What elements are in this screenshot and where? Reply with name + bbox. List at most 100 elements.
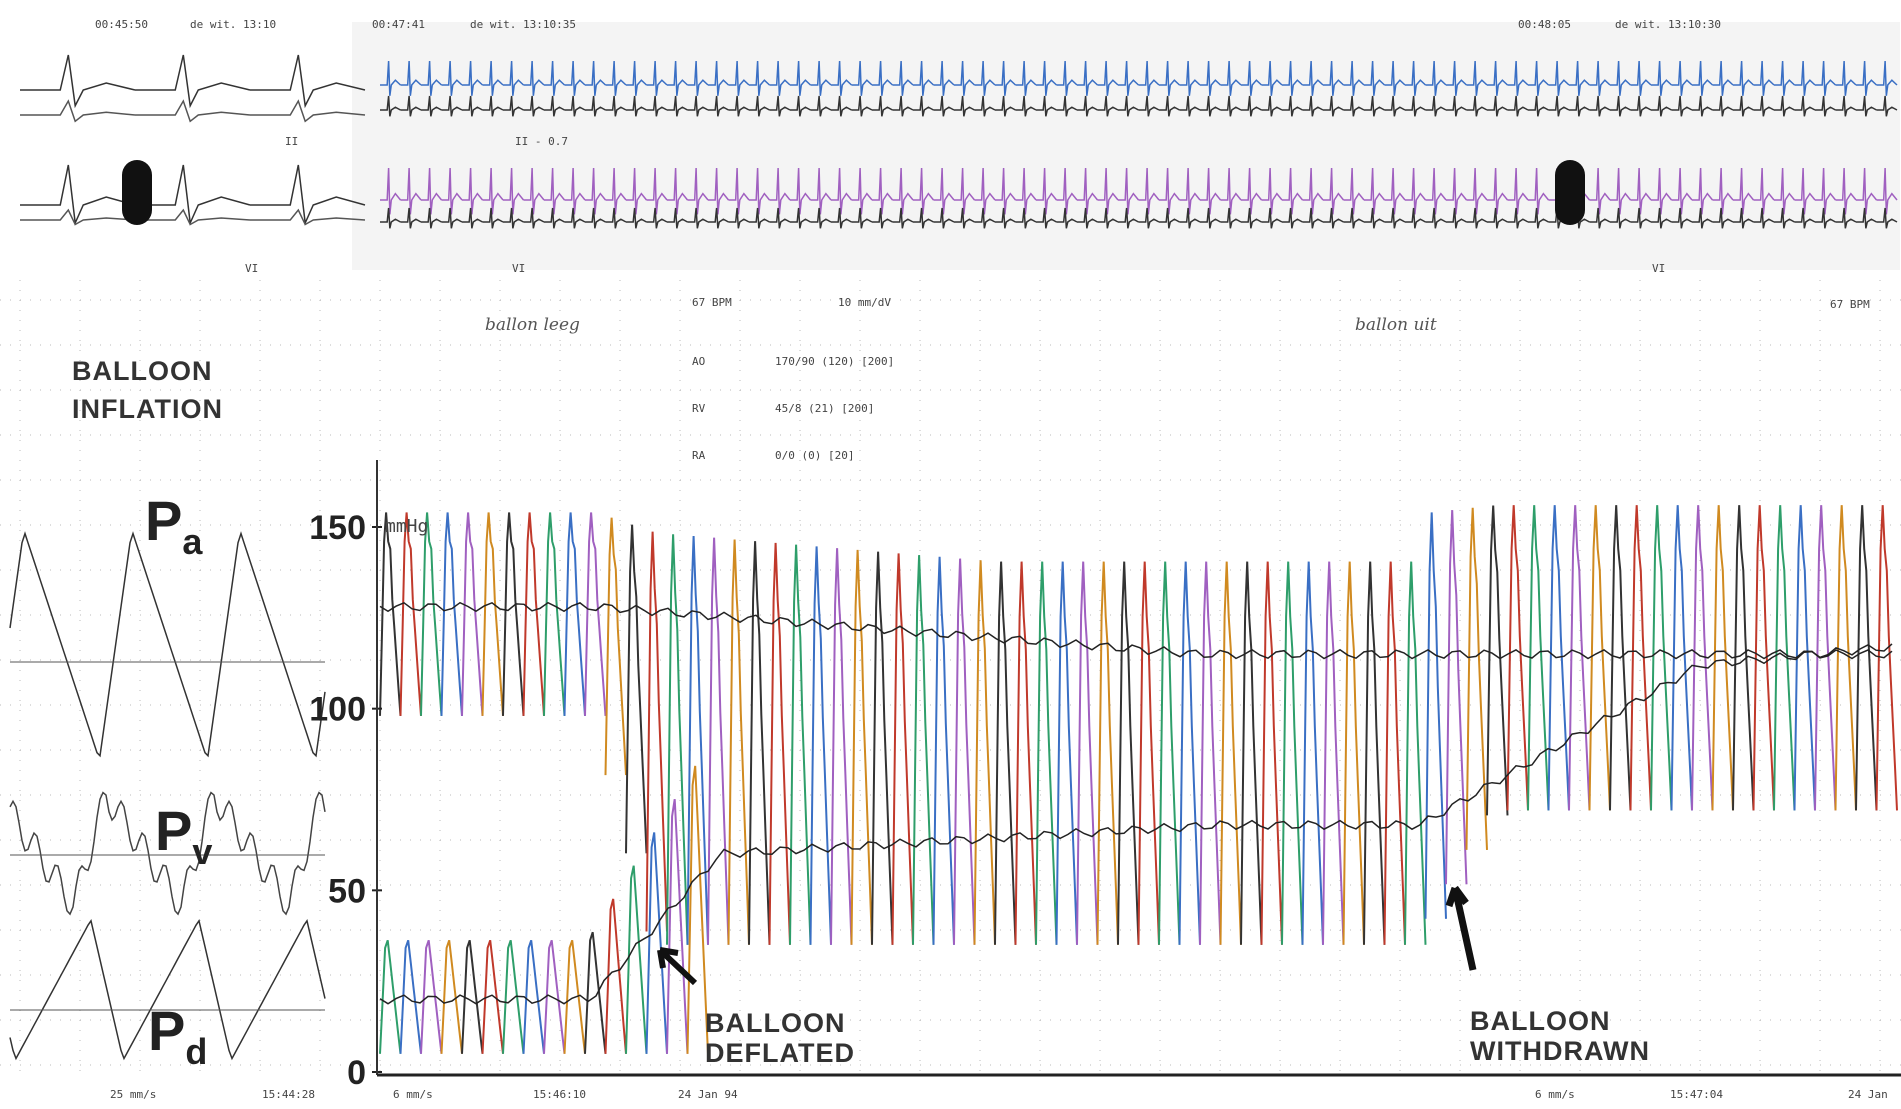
annotation: BALLOON (1470, 1006, 1610, 1036)
header-time: 00:45:50 (95, 18, 148, 31)
pressure-wave (893, 553, 914, 944)
pressure-wave (380, 513, 401, 716)
channel: AO (692, 355, 705, 368)
lead-label: II - 0.7 (515, 135, 568, 148)
pressure-wave (1098, 562, 1119, 945)
reading: 170/90 (120) [200] (775, 355, 894, 368)
pressure-wave (1774, 505, 1795, 810)
pressure-wave (1344, 562, 1365, 945)
pressure-wave (1057, 562, 1078, 945)
pressure-wave (831, 548, 852, 945)
tracing: 00:45:50 de wit. 13:10 00:47:41 de wit. … (0, 0, 1901, 1109)
lead-label: II (285, 135, 298, 148)
pressure-wave (462, 513, 483, 716)
ecg-trace (20, 165, 365, 223)
channel: RA (692, 449, 706, 462)
pressure-wave (1590, 505, 1611, 810)
handwriting: ballon leeg (485, 315, 580, 335)
pressure-wave (749, 541, 770, 945)
panel-title: INFLATION (72, 394, 223, 424)
pressure-wave (1077, 562, 1098, 945)
pressure-wave (606, 518, 627, 775)
pressure-wave (544, 513, 565, 716)
header-time: 00:48:05 (1518, 18, 1571, 31)
pressure-wave (708, 538, 729, 945)
heart-rate: 67 BPM (1830, 298, 1870, 311)
pressure-wave (524, 940, 545, 1054)
header-patient: de wit. 13:10 (190, 18, 276, 31)
channel: RV (692, 402, 706, 415)
balloon-marker (1555, 160, 1585, 225)
ecg-trace (20, 101, 365, 121)
y-tick-label: 0 (347, 1054, 366, 1092)
pressure-wave (1159, 562, 1180, 945)
left-wave (10, 534, 325, 756)
pressure-wave (729, 540, 750, 945)
pressure-wave (975, 560, 996, 945)
pressure-wave (1262, 562, 1283, 945)
y-tick-label: 50 (328, 872, 366, 910)
panel-title: BALLOON (72, 356, 212, 386)
pressure-wave (380, 940, 401, 1054)
ecg-strip-bg (352, 22, 1900, 270)
footer-text: 25 mm/s (110, 1088, 156, 1101)
handwriting: ballon uit (1355, 315, 1437, 335)
heart-rate: 67 BPM (692, 296, 732, 309)
balloon-marker (122, 160, 152, 225)
pressure-wave (1405, 562, 1426, 945)
ecg-trace (20, 55, 365, 106)
pressure-wave (872, 552, 893, 945)
pressure-wave (442, 940, 463, 1054)
pressure-wave (1631, 505, 1652, 810)
footer-text: 24 Jan (1848, 1088, 1888, 1101)
pressure-wave (852, 550, 873, 945)
header-time: 00:47:41 (372, 18, 425, 31)
arrow (1449, 888, 1473, 970)
pressure-wave (483, 513, 504, 716)
footer-text: 15:47:04 (1670, 1088, 1723, 1101)
pressure-wave (1221, 562, 1242, 945)
pressure-wave (1508, 505, 1529, 810)
pressure-wave (995, 562, 1016, 945)
pressure-wave (1364, 562, 1385, 945)
pressure-wave (585, 513, 606, 716)
pressure-wave (544, 940, 565, 1054)
pressure-wave (954, 559, 975, 945)
pressure-wave (1815, 505, 1836, 810)
footer-text: 15:46:10 (533, 1088, 586, 1101)
pressure-wave (1856, 505, 1877, 810)
trace-symbol: Pa (145, 489, 203, 562)
pressure-wave (1651, 505, 1672, 810)
reading: 0/0 (0) [20] (775, 449, 854, 462)
pressure-wave (1323, 562, 1344, 945)
pressure-wave (401, 940, 422, 1054)
pressure-wave (421, 513, 442, 716)
pressure-wave (626, 866, 647, 1054)
pressure-wave (401, 513, 422, 716)
trace-symbol: Pv (155, 799, 212, 872)
pressure-wave (1241, 562, 1262, 945)
page: {"header":{"left":{"time":"00:45:50","pa… (0, 0, 1901, 1109)
pressure-wave (1180, 562, 1201, 945)
lead-label: VI (512, 262, 525, 275)
header-patient: de wit. 13:10:35 (470, 18, 576, 31)
pressure-wave (1713, 505, 1734, 810)
annotation: WITHDRAWN (1470, 1036, 1650, 1066)
pressure-wave (1303, 562, 1324, 945)
pressure-wave (1139, 562, 1160, 945)
pressure-wave (1487, 506, 1508, 816)
pressure-wave (1385, 562, 1406, 945)
pressure-wave (1282, 562, 1303, 945)
axis-unit: mmHg (385, 516, 428, 537)
pressure-wave (1692, 505, 1713, 810)
pressure-wave (1016, 562, 1037, 945)
pressure-wave (1467, 508, 1488, 850)
pressure-wave (626, 525, 647, 854)
footer-text: 6 mm/s (393, 1088, 433, 1101)
pressure-wave (1877, 505, 1898, 810)
pressure-wave (1118, 562, 1139, 945)
pressure-wave (585, 932, 606, 1054)
header-patient: de wit. 13:10:30 (1615, 18, 1721, 31)
